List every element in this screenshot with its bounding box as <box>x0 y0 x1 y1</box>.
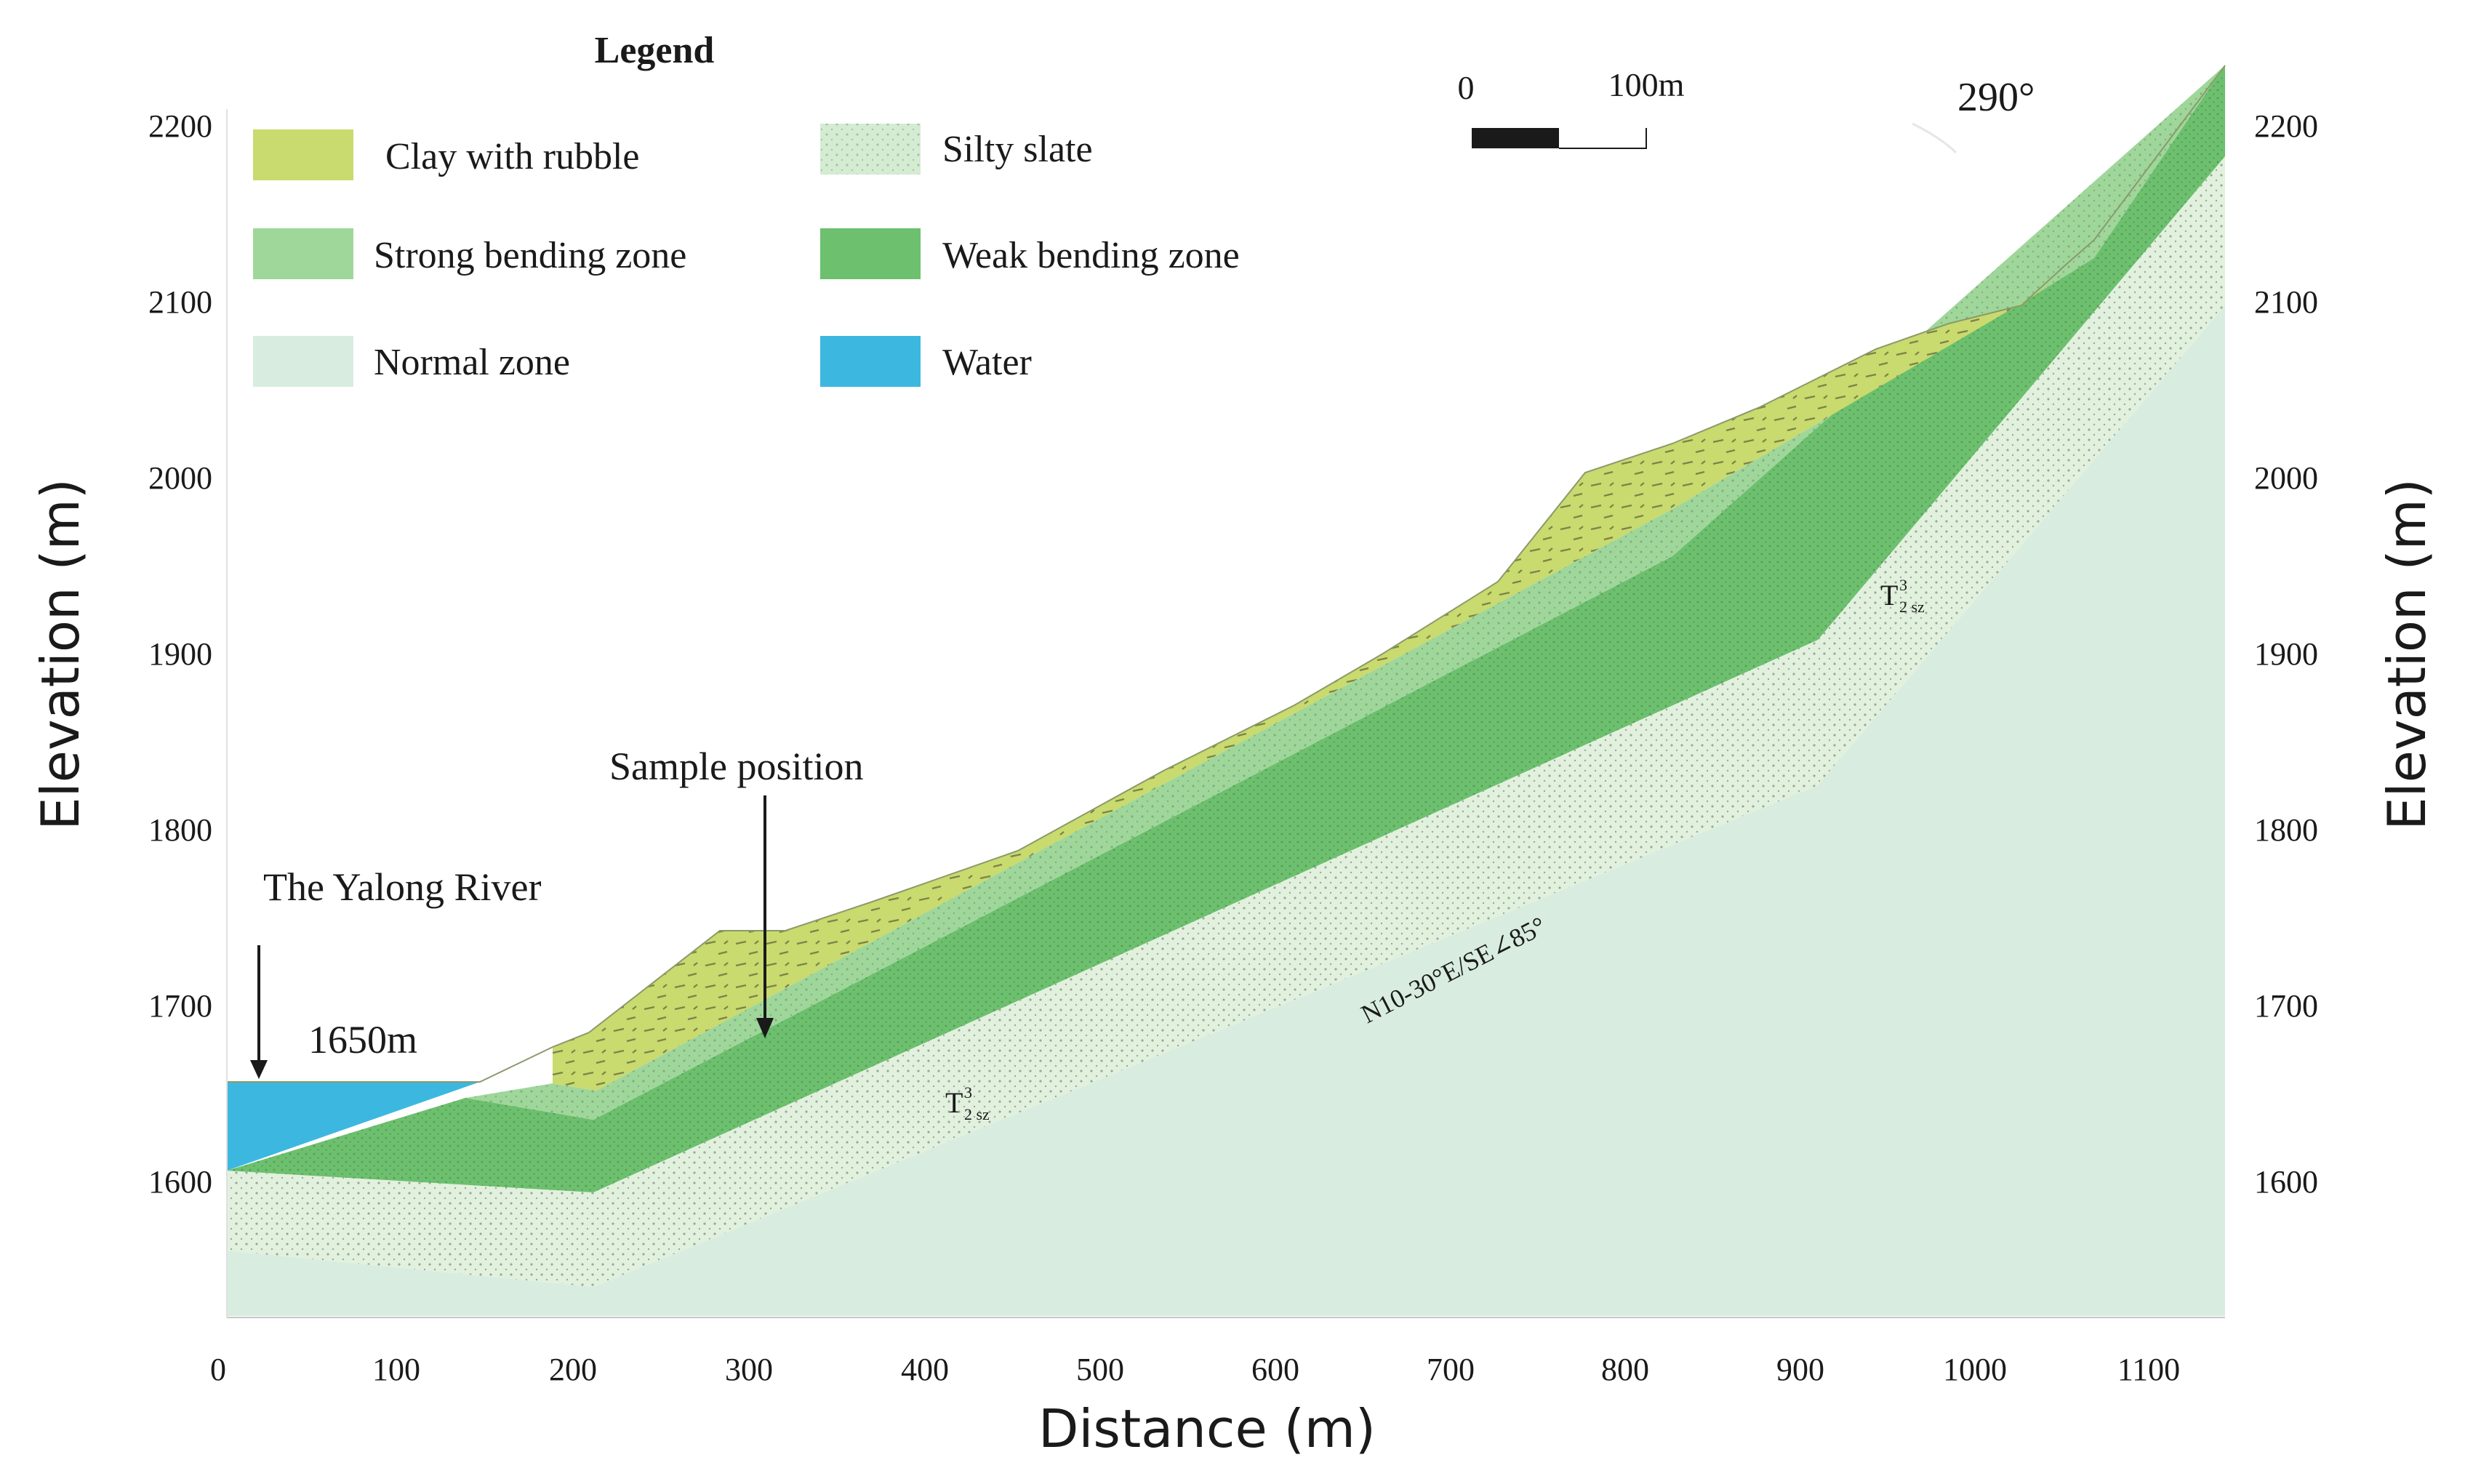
legend-swatch-clay <box>253 129 353 180</box>
strat-label-upper-sup: 3 <box>1899 576 1907 594</box>
x-tick-label: 100 <box>372 1352 420 1387</box>
y-tick-label-left: 1600 <box>148 1164 212 1200</box>
legend-label-water: Water <box>942 342 1032 383</box>
legend-label-weak-bending: Weak bending zone <box>942 235 1240 276</box>
x-axis-title: Distance (m) <box>1038 1398 1376 1459</box>
y-tick-label-right: 1800 <box>2254 812 2318 848</box>
sample-arrow-head <box>756 1018 774 1038</box>
legend-swatch-weak-bending <box>820 228 921 279</box>
strat-label-upper-sub: 2 sz <box>1899 598 1925 616</box>
normal-zone-layer <box>227 305 2225 1316</box>
x-tick-label: 800 <box>1601 1352 1649 1387</box>
y-axis-title-right: Elevation (m) <box>2376 478 2437 830</box>
legend: Legend Clay with rubble Silty slate Stro… <box>253 30 1240 387</box>
legend-swatch-strong-bending <box>253 228 353 279</box>
scale-bar-end-label: 100m <box>1608 66 1685 103</box>
legend-swatch-normal-zone <box>253 336 353 387</box>
strat-label-lower-sup: 3 <box>964 1083 972 1102</box>
weak-bending-zone-pattern <box>227 65 2225 1192</box>
legend-label-strong-bending: Strong bending zone <box>374 235 686 276</box>
scale-bar-white-segment <box>1559 128 1647 149</box>
legend-swatch-silty-slate-pattern <box>820 124 921 175</box>
legend-label-clay: Clay with rubble <box>385 136 640 177</box>
direction-label: 290° <box>1957 75 2035 120</box>
clay-with-rubble-pattern <box>553 265 2065 1091</box>
strat-label-upper-main: T <box>1880 579 1898 611</box>
x-tick-label: 900 <box>1776 1352 1824 1387</box>
direction-arrow-faint <box>1912 122 1957 154</box>
y-tick-label-left: 2000 <box>148 460 212 496</box>
ground-surface-line <box>227 65 2226 1083</box>
legend-swatch-water <box>820 336 921 387</box>
strat-label-lower-sub: 2 sz <box>964 1105 990 1123</box>
axes: 0 100 200 300 400 500 600 700 800 900 10… <box>30 108 2437 1459</box>
legend-label-silty-slate: Silty slate <box>942 129 1093 170</box>
y-tick-label-right: 2200 <box>2254 108 2318 144</box>
x-tick-label: 500 <box>1076 1352 1124 1387</box>
y-tick-label-left: 1800 <box>148 812 212 848</box>
legend-title: Legend <box>595 30 715 71</box>
river-label: The Yalong River <box>263 865 542 909</box>
x-tick-label: 700 <box>1427 1352 1475 1387</box>
silty-slate-dot-pattern <box>227 156 2225 1287</box>
x-tick-label: 300 <box>725 1352 773 1387</box>
y-tick-label-left: 2200 <box>148 108 212 144</box>
y-tick-label-right: 1900 <box>2254 636 2318 672</box>
x-tick-label: 0 <box>210 1352 226 1387</box>
legend-label-normal-zone: Normal zone <box>374 342 570 383</box>
x-tick-label: 1100 <box>2117 1352 2180 1387</box>
river-level-label: 1650m <box>308 1018 417 1062</box>
y-axis-title-left: Elevation (m) <box>30 478 91 830</box>
y-tick-label-left: 2100 <box>148 284 212 320</box>
x-tick-label: 400 <box>901 1352 949 1387</box>
river-arrow-head <box>250 1060 268 1079</box>
y-tick-label-right: 2100 <box>2254 284 2318 320</box>
strat-label-lower: T 3 2 sz <box>945 1083 990 1123</box>
scale-bar-black-segment <box>1472 128 1559 148</box>
y-tick-label-left: 1700 <box>148 988 212 1024</box>
x-tick-label: 600 <box>1251 1352 1299 1387</box>
scale-bar-start-label: 0 <box>1458 69 1475 106</box>
x-tick-label: 1000 <box>1943 1352 2007 1387</box>
y-tick-label-right: 1600 <box>2254 1164 2318 1200</box>
scale-bar: 0 100m <box>1458 66 1685 149</box>
x-tick-label: 200 <box>549 1352 597 1387</box>
y-tick-label-right: 1700 <box>2254 988 2318 1024</box>
y-tick-label-left: 1900 <box>148 636 212 672</box>
strat-label-lower-main: T <box>945 1086 963 1119</box>
strat-label-upper: T 3 2 sz <box>1880 576 1925 616</box>
water-body <box>227 1082 480 1171</box>
y-tick-label-right: 2000 <box>2254 460 2318 496</box>
sample-position-label: Sample position <box>609 745 864 788</box>
